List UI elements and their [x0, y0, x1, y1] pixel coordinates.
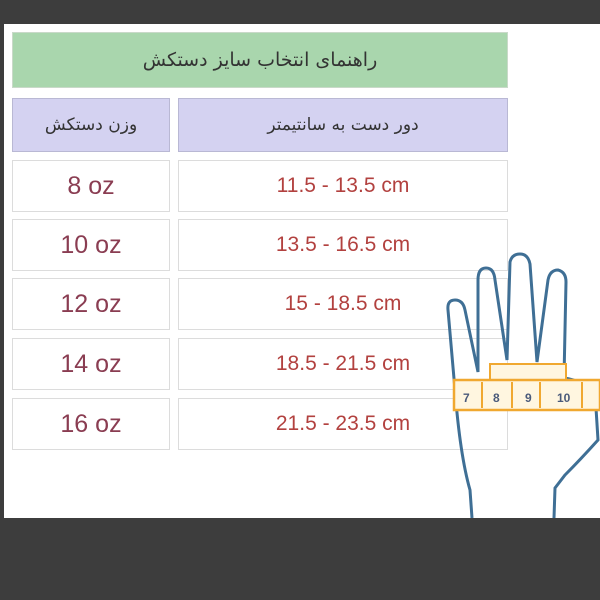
- weight-cell: 8 oz: [12, 160, 170, 212]
- tape-label: 10: [557, 391, 571, 405]
- weight-cell: 10 oz: [12, 219, 170, 271]
- tape-label: 9: [525, 391, 532, 405]
- hand-size-cell: 11.5 - 13.5 cm: [178, 160, 508, 212]
- hand-measure-illustration: 7 8 9 10: [446, 252, 600, 519]
- hand-size-cell: 21.5 - 23.5 cm: [178, 398, 508, 450]
- weight-cell: 12 oz: [12, 278, 170, 330]
- hand-size-cell: 13.5 - 16.5 cm: [178, 219, 508, 271]
- tape-label: 8: [493, 391, 500, 405]
- weight-cell: 14 oz: [12, 338, 170, 390]
- tape-upper: [489, 363, 567, 381]
- tape-measure: [452, 378, 600, 412]
- header-weight: وزن دستکش: [12, 98, 170, 152]
- tape-label: 7: [463, 391, 470, 405]
- header-hand-size: دور دست به سانتیمتر: [178, 98, 508, 152]
- weight-cell: 16 oz: [12, 398, 170, 450]
- page-title: راهنمای انتخاب سایز دستکش: [12, 32, 508, 88]
